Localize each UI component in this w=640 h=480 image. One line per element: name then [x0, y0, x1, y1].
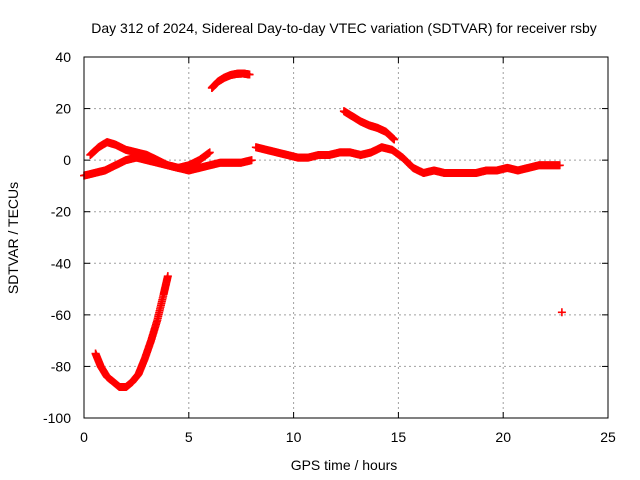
x-tick-label: 5: [185, 429, 193, 445]
y-tick-label: 40: [55, 49, 71, 65]
y-tick-label: -20: [51, 204, 71, 220]
data-point: [390, 135, 399, 144]
data-point: [247, 156, 256, 165]
series-main-band-c: [251, 143, 564, 178]
y-axis-label: SDTVAR / TECUs: [5, 182, 21, 294]
x-tick-label: 15: [391, 429, 407, 445]
y-tick-label: -80: [51, 358, 71, 374]
y-tick-label: 20: [55, 101, 71, 117]
data-point: [555, 161, 564, 170]
x-tick-label: 25: [600, 429, 616, 445]
series-deep-u: [91, 272, 172, 392]
x-tick-label: 20: [495, 429, 511, 445]
x-axis-label: GPS time / hours: [291, 457, 398, 473]
plot-frame: [83, 56, 609, 419]
data-point: [205, 148, 214, 157]
series-outlier: [557, 308, 566, 317]
data-point: [245, 70, 254, 79]
series-arc-high: [207, 69, 254, 92]
y-tick-label: -60: [51, 307, 71, 323]
chart-title: Day 312 of 2024, Sidereal Day-to-day VTE…: [91, 20, 597, 36]
y-tick-label: 0: [63, 152, 71, 168]
x-tick-label: 10: [286, 429, 302, 445]
series-main-band-b: [86, 138, 214, 172]
data-point: [557, 308, 566, 317]
ticks: 0 5 10 15 20 25 -100 -80 -60 -40 -20 0 20 40: [43, 49, 616, 445]
y-tick-label: -40: [51, 255, 71, 271]
data-points: [80, 69, 566, 392]
x-tick-label: 0: [80, 429, 88, 445]
grid: [84, 57, 608, 418]
y-tick-label: -100: [43, 410, 71, 426]
series-arc-descending: [339, 107, 399, 144]
data-point: [163, 272, 172, 281]
